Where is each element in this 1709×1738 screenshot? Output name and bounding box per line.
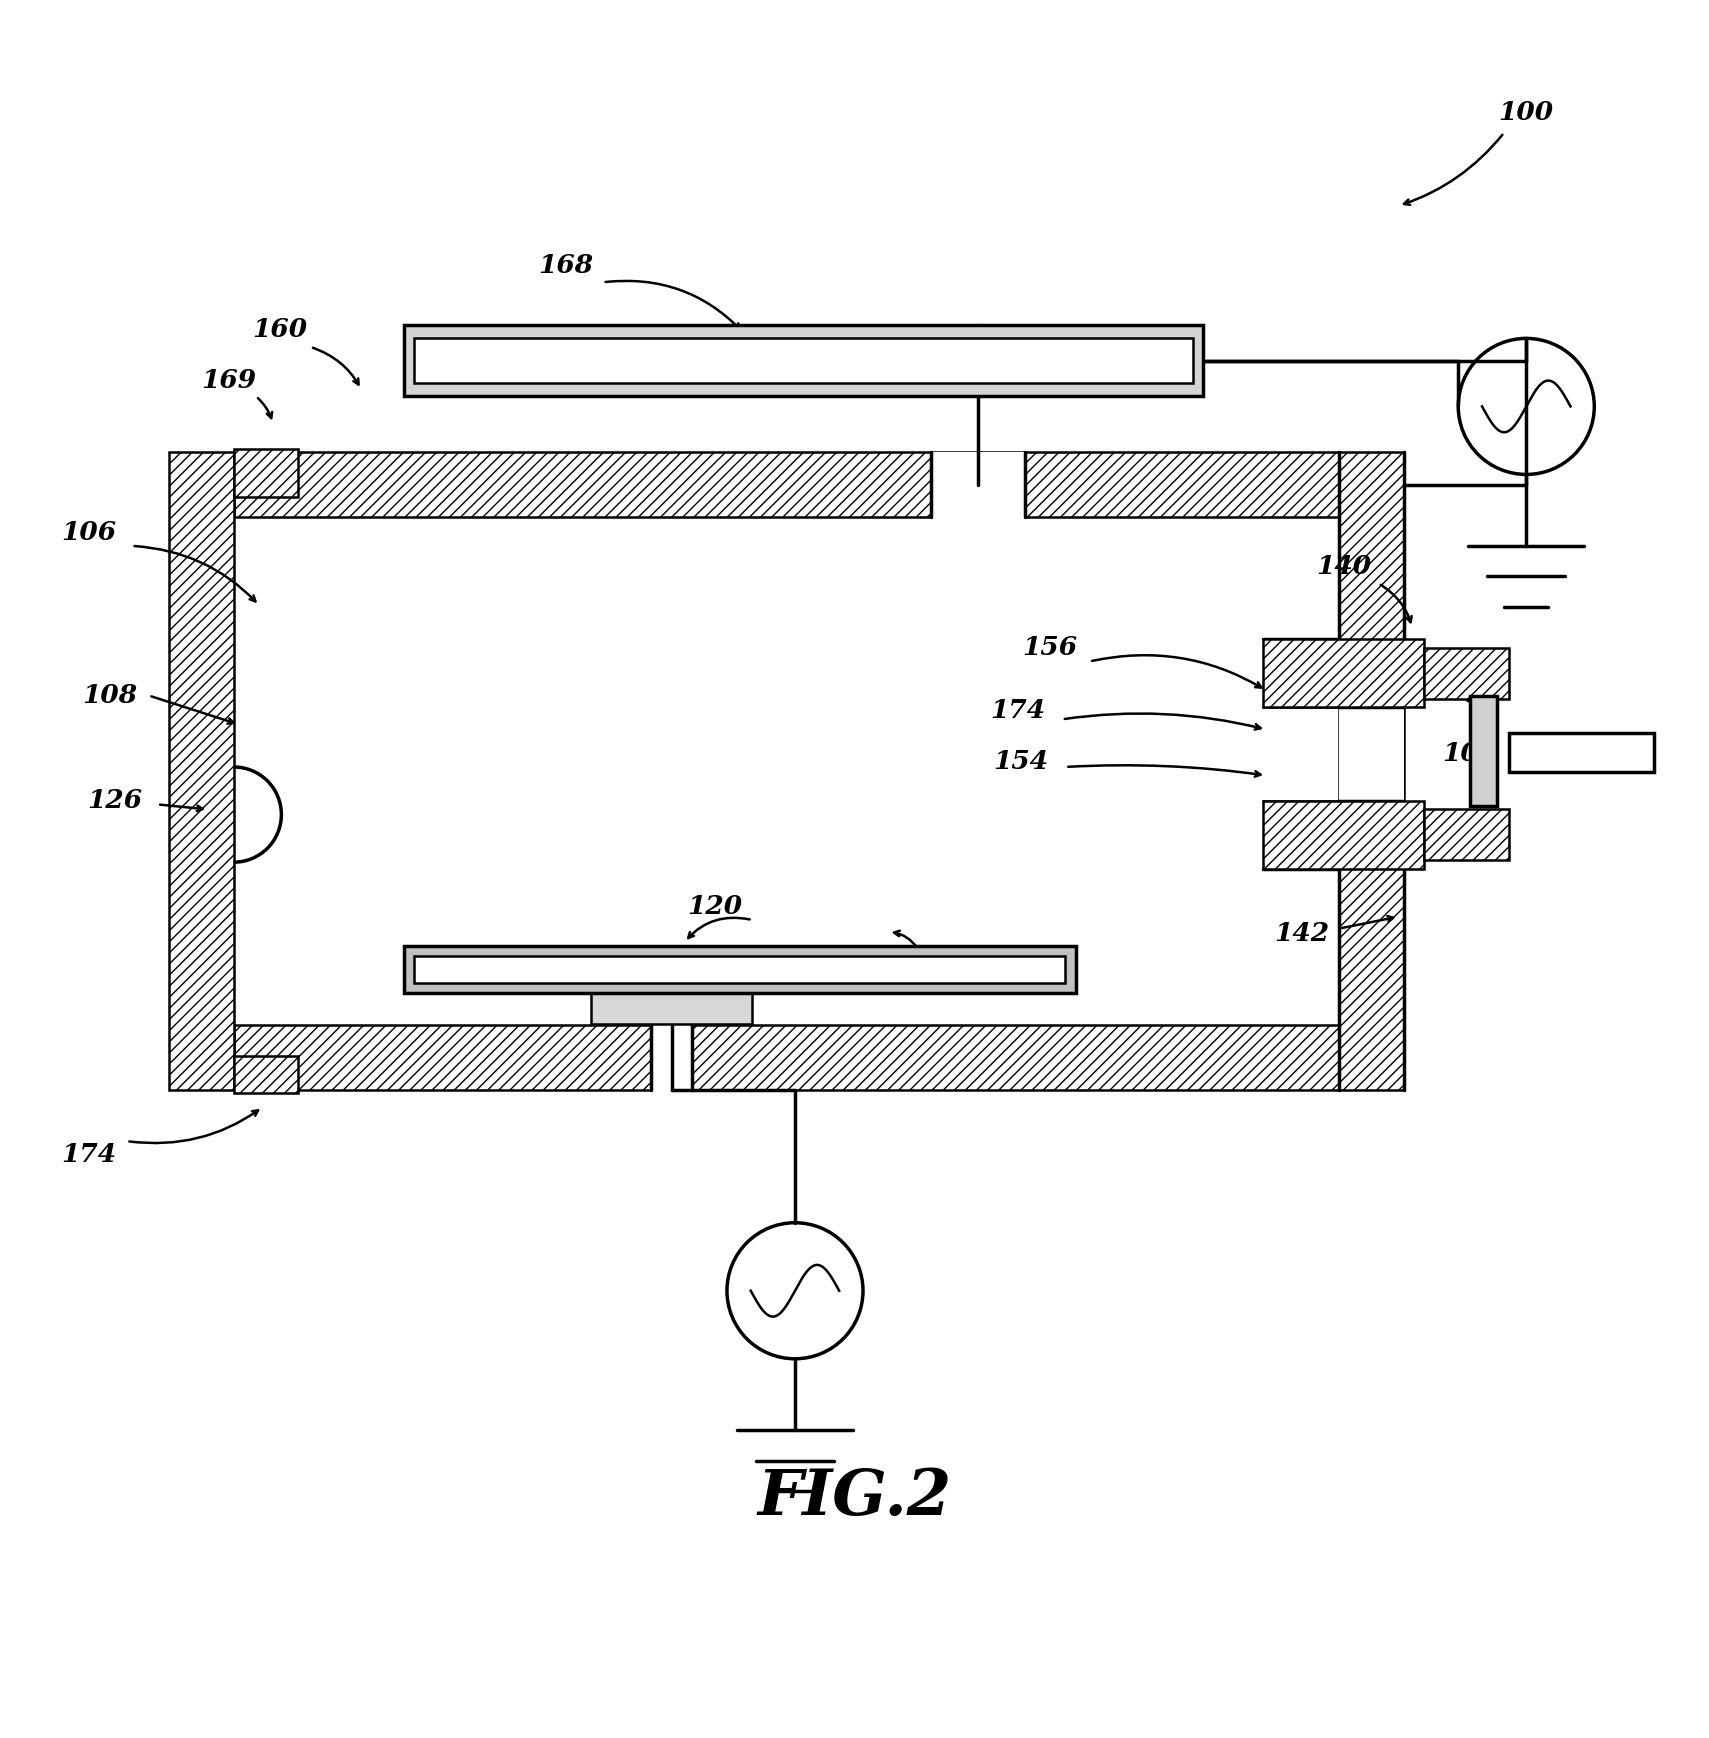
Text: 168: 168	[538, 252, 593, 278]
Bar	[591, 992, 752, 1024]
Bar	[414, 339, 1193, 382]
Text: 154: 154	[993, 749, 1049, 775]
Text: 100: 100	[1499, 99, 1553, 125]
Text: 106: 106	[62, 520, 116, 544]
Text: 169: 169	[202, 368, 256, 393]
Bar	[299, 516, 1275, 1025]
Text: 144: 144	[1292, 801, 1347, 826]
Text: 140: 140	[1316, 554, 1372, 579]
Bar	[234, 1025, 1340, 1090]
Bar	[1424, 648, 1509, 699]
Bar	[1340, 452, 1403, 1090]
Text: 164: 164	[861, 952, 916, 977]
Bar	[234, 452, 1340, 516]
Bar	[234, 448, 299, 497]
Bar	[931, 452, 1025, 520]
Text: 126: 126	[87, 789, 142, 813]
Text: 176: 176	[1405, 666, 1459, 692]
Text: 156: 156	[1022, 636, 1078, 660]
Text: 120: 120	[687, 893, 743, 919]
Bar	[403, 325, 1203, 396]
Bar	[1340, 707, 1403, 801]
Text: 110: 110	[1292, 845, 1347, 869]
Text: 107: 107	[1442, 740, 1497, 766]
Bar	[1263, 640, 1424, 707]
Bar	[1263, 801, 1424, 869]
Text: FIG.2: FIG.2	[757, 1467, 952, 1529]
Text: 174: 174	[990, 699, 1046, 723]
Bar	[1509, 733, 1654, 772]
Bar	[651, 1025, 692, 1098]
Bar	[1424, 810, 1509, 860]
Bar	[414, 956, 1065, 984]
Text: 142: 142	[1275, 921, 1330, 945]
Bar	[169, 452, 234, 1090]
Bar	[403, 945, 1075, 992]
Text: 174: 174	[62, 1142, 116, 1168]
Text: 160: 160	[253, 318, 308, 342]
Text: 108: 108	[82, 683, 137, 707]
Bar	[234, 1057, 299, 1093]
Bar	[1470, 695, 1497, 806]
